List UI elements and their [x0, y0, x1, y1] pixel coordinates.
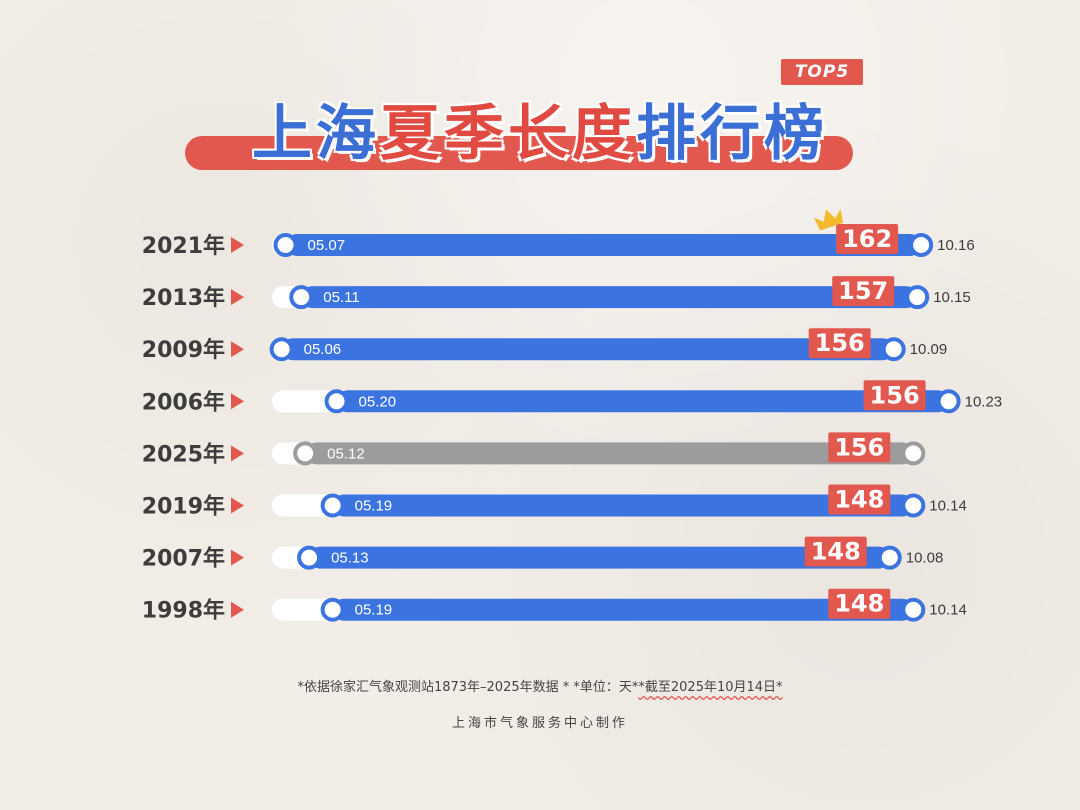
- duration-bar: [332, 598, 914, 621]
- value-label: 162: [842, 225, 892, 253]
- end-marker: [901, 441, 926, 466]
- title-part-shanghai: 上海: [252, 99, 380, 169]
- year-label: 2007年: [142, 546, 225, 572]
- value-label: 156: [815, 329, 865, 357]
- value-label: 148: [811, 538, 861, 566]
- end-date-label: 10.14: [929, 498, 967, 515]
- year-label: 2006年: [142, 389, 225, 415]
- end-marker: [936, 389, 961, 414]
- value-box: [804, 536, 867, 567]
- value-box: [828, 588, 891, 619]
- end-marker: [909, 233, 934, 257]
- year-label: 2013年: [142, 285, 225, 311]
- value-label: 148: [834, 486, 884, 514]
- end-date-label: 10.23: [965, 393, 1003, 410]
- credit-text: 上海市气象服务中心制作: [451, 716, 628, 731]
- top5-badge: TOP5: [781, 59, 863, 85]
- duration-bar: [309, 546, 890, 569]
- start-date-label: 05.13: [331, 550, 369, 567]
- start-marker: [320, 597, 345, 622]
- year-label: 2021年: [142, 233, 225, 259]
- note-cutoff-date: *截至2025年10月14日*: [638, 680, 783, 695]
- duration-bar: [281, 338, 894, 361]
- start-marker: [324, 389, 349, 414]
- start-date-label: 05.20: [359, 393, 397, 410]
- row-arrow-icon: [231, 601, 244, 618]
- value-label: 156: [834, 433, 884, 461]
- value-box: [828, 432, 891, 463]
- row-arrow-icon: [231, 497, 244, 514]
- year-label: 2009年: [142, 337, 225, 363]
- year-label: 2025年: [142, 441, 225, 467]
- start-date-label: 05.07: [308, 237, 346, 254]
- value-label: 157: [838, 277, 888, 305]
- row-arrow-icon: [231, 341, 244, 358]
- end-date-label: 10.08: [906, 550, 944, 567]
- row-arrow-icon: [231, 549, 244, 566]
- row-arrow-icon: [231, 445, 244, 462]
- data-source-note: *依据徐家汇气象观测站1873年–2025年数据 * *单位：天**截至2025…: [0, 676, 1080, 695]
- value-label: 148: [834, 590, 884, 618]
- value-box: [832, 276, 895, 307]
- start-date-label: 05.12: [327, 445, 365, 462]
- row-arrow-icon: [231, 393, 244, 410]
- year-label: 1998年: [142, 598, 225, 624]
- duration-bar: [305, 442, 914, 465]
- note-main: *依据徐家汇气象观测站1873年–2025年数据 * *单位：天*: [297, 680, 639, 695]
- row-arrow-icon: [231, 289, 244, 306]
- duration-bar: [336, 390, 949, 413]
- value-box: [836, 224, 899, 254]
- title-band: [185, 136, 853, 170]
- value-label: 156: [870, 381, 920, 409]
- end-marker: [877, 545, 902, 570]
- year-label: 2019年: [142, 494, 225, 520]
- duration-bar: [285, 234, 922, 256]
- end-date-label: 10.09: [910, 341, 948, 358]
- start-date-label: 05.06: [304, 341, 342, 358]
- start-date-label: 05.19: [355, 602, 393, 619]
- start-marker: [269, 337, 294, 362]
- end-marker: [881, 337, 906, 362]
- end-marker: [901, 597, 926, 622]
- title-part-summer-length: 夏季长度: [380, 99, 636, 169]
- value-box: [808, 328, 871, 359]
- duration-bar: [332, 494, 914, 517]
- value-box: [828, 484, 891, 515]
- title-part-ranking: 排行榜: [636, 99, 828, 169]
- start-marker: [293, 441, 318, 466]
- end-marker: [905, 285, 930, 310]
- start-marker: [297, 545, 322, 570]
- start-date-label: 05.19: [355, 498, 393, 515]
- start-marker: [320, 493, 345, 518]
- end-date-label: 10.14: [929, 602, 967, 619]
- start-date-label: 05.11: [323, 289, 359, 306]
- page-title: 上海夏季长度排行榜: [0, 96, 1080, 172]
- row-arrow-icon: [231, 237, 244, 253]
- end-date-label: 10.15: [933, 289, 971, 306]
- start-marker: [289, 285, 314, 310]
- end-marker: [901, 493, 926, 518]
- start-marker: [273, 233, 298, 257]
- end-date-label: 10.16: [937, 237, 975, 254]
- crown-icon: [813, 208, 844, 231]
- value-box: [863, 380, 926, 411]
- duration-bar: [301, 286, 918, 309]
